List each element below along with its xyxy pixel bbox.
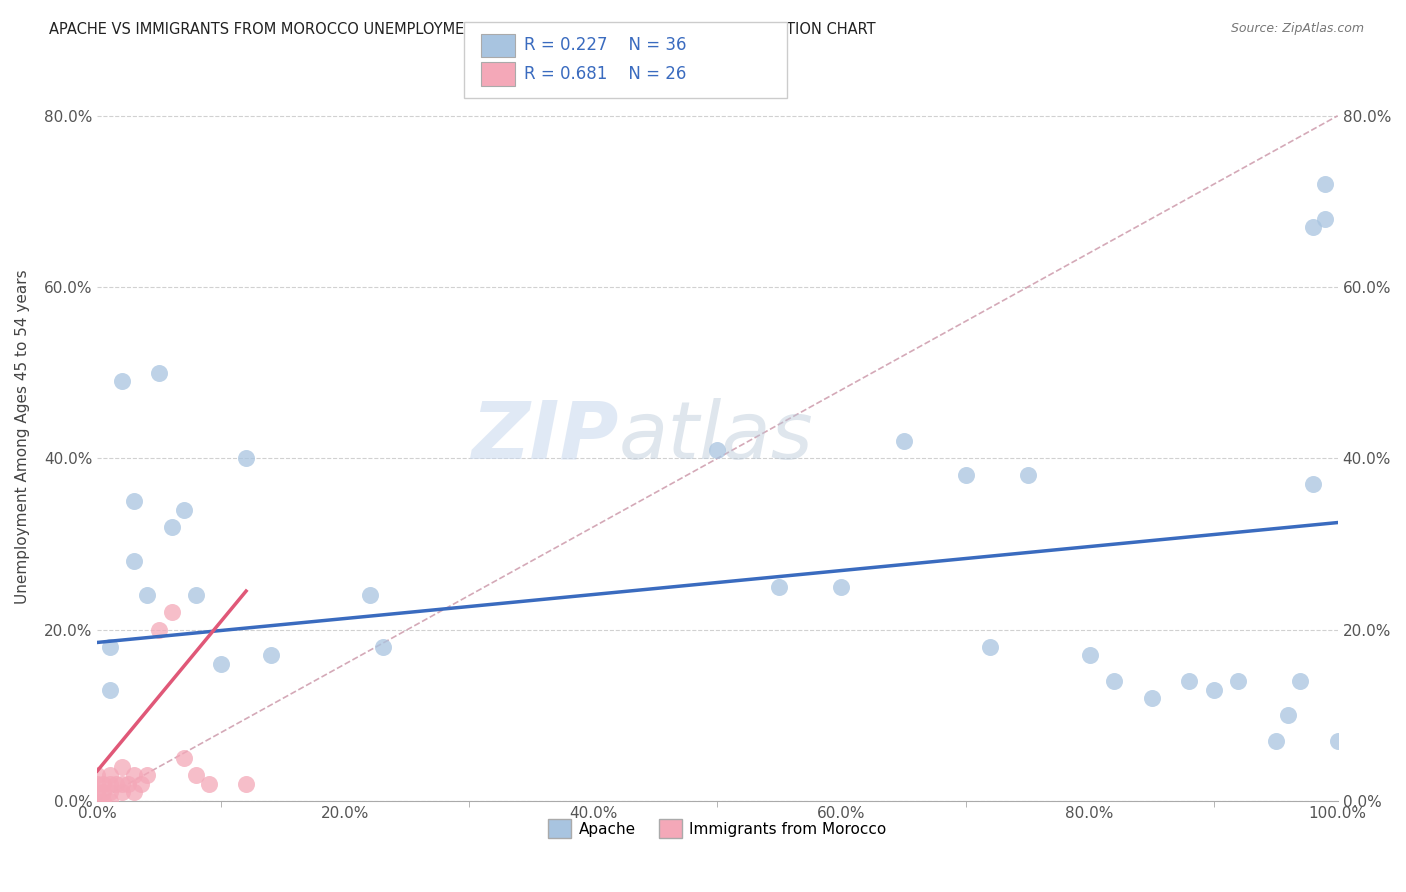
Point [1140,691,1163,706]
Point [160,520,183,534]
Point [209,657,232,671]
Point [124,494,146,508]
Point [1315,211,1337,226]
Point [1264,734,1286,748]
Point [86,768,108,782]
Y-axis label: Unemployment Among Ages 45 to 54 years: Unemployment Among Ages 45 to 54 years [15,269,30,604]
Point [160,606,183,620]
Point [98,682,121,697]
Point [1202,682,1225,697]
Point [111,759,134,773]
Point [186,588,208,602]
Point [148,366,170,380]
Point [1104,673,1126,688]
Legend: Apache, Immigrants from Morocco: Apache, Immigrants from Morocco [543,814,893,844]
Point [104,777,127,791]
Point [98,794,121,808]
Point [93,785,115,799]
Point [1227,673,1250,688]
Point [893,434,915,449]
Point [1326,734,1348,748]
Point [1289,673,1312,688]
Point [706,442,728,457]
Point [93,794,115,808]
Point [1277,708,1299,723]
Point [1078,648,1101,663]
Point [1302,220,1324,235]
Text: R = 0.227    N = 36: R = 0.227 N = 36 [524,37,688,54]
Point [1017,468,1039,483]
Point [124,554,146,568]
Point [98,777,121,791]
Point [111,777,134,791]
Point [371,640,394,654]
Point [111,785,134,799]
Point [111,374,134,388]
Point [98,785,121,799]
Point [124,785,146,799]
Point [135,768,157,782]
Point [1315,178,1337,192]
Point [1302,477,1324,491]
Point [198,777,221,791]
Text: R = 0.681    N = 26: R = 0.681 N = 26 [524,65,686,83]
Point [173,751,195,765]
Text: APACHE VS IMMIGRANTS FROM MOROCCO UNEMPLOYMENT AMONG AGES 45 TO 54 YEARS CORRELA: APACHE VS IMMIGRANTS FROM MOROCCO UNEMPL… [49,22,876,37]
Point [173,502,195,516]
Point [955,468,977,483]
Point [148,623,170,637]
Point [260,648,283,663]
Text: ZIP: ZIP [471,398,619,476]
Point [93,777,115,791]
Text: Source: ZipAtlas.com: Source: ZipAtlas.com [1230,22,1364,36]
Point [86,777,108,791]
Point [235,777,257,791]
Point [86,794,108,808]
Text: atlas: atlas [619,398,813,476]
Point [1178,673,1201,688]
Point [124,768,146,782]
Point [235,451,257,466]
Point [135,588,157,602]
Point [117,777,139,791]
Point [768,580,790,594]
Point [186,768,208,782]
Point [359,588,381,602]
Point [86,785,108,799]
Point [979,640,1001,654]
Point [98,640,121,654]
Point [830,580,852,594]
Point [129,777,152,791]
Point [98,768,121,782]
